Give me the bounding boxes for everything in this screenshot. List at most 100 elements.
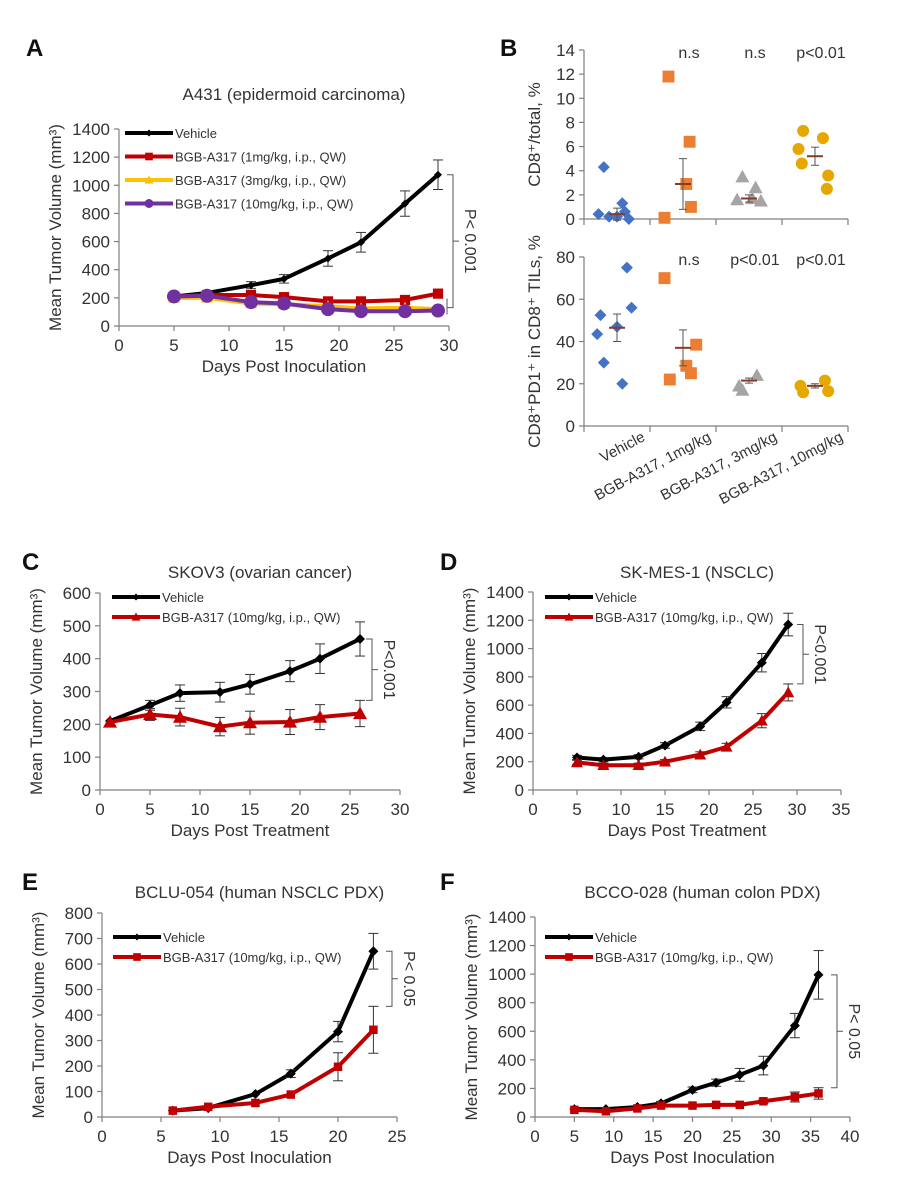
- y-tick-label: 500: [65, 981, 93, 1000]
- significance-label: p<0.01: [796, 45, 845, 62]
- panel-label: B: [500, 35, 517, 62]
- data-point: [658, 272, 671, 285]
- data-point: [730, 192, 745, 206]
- data-point: [797, 386, 810, 399]
- y-tick-label: 1200: [486, 611, 524, 630]
- x-tick-label: 20: [329, 1127, 348, 1146]
- category-label: Vehicle: [597, 429, 648, 467]
- y-tick-label: 14: [556, 41, 575, 60]
- data-point: [795, 157, 808, 170]
- x-axis-label: Days Post Inoculation: [167, 1148, 331, 1167]
- x-tick-label: 20: [683, 1127, 702, 1146]
- significance-label: n.s: [678, 252, 699, 269]
- data-point: [687, 1084, 698, 1095]
- x-tick-label: 25: [341, 800, 360, 819]
- subplot-cd8-total: 0 2 4 6 8 10 12 14 CD8⁺/total, % n.s n.s p<0.01: [525, 41, 849, 229]
- x-tick-label: 0: [528, 800, 537, 819]
- legend-swatch-marker: [132, 593, 140, 601]
- data-point: [633, 751, 644, 762]
- legend-item: BGB-A317 (10mg/kg, i.p., QW): [113, 950, 341, 965]
- legend-swatch-marker: [133, 953, 141, 961]
- significance-label: p<0.01: [730, 252, 779, 269]
- series-bgb-a317-10mg-kg-i-p-qw-: [168, 1005, 379, 1115]
- legend-item: Vehicle: [125, 126, 217, 141]
- x-tick-label: 40: [841, 1127, 860, 1146]
- y-tick-label: 6: [566, 138, 575, 157]
- p-value-label: P<0.001: [380, 640, 397, 700]
- data-point: [620, 261, 633, 274]
- series-line: [172, 1028, 375, 1113]
- legend-swatch-marker: [131, 612, 141, 621]
- series-line: [109, 711, 361, 729]
- series-bgb-a317-10mg-kg-i-p-qw-: [167, 288, 445, 319]
- data-point: [286, 1090, 296, 1099]
- legend-item: BGB-A317 (1mg/kg, i.p., QW): [125, 150, 346, 165]
- legend-label: BGB-A317 (1mg/kg, i.p., QW): [175, 150, 346, 165]
- x-axis-label: Days Post Inoculation: [610, 1148, 774, 1167]
- legend-item: BGB-A317 (10mg/kg, i.p., QW): [125, 197, 353, 212]
- legend-label: Vehicle: [595, 930, 637, 945]
- legend-swatch-marker: [145, 152, 153, 161]
- series-line: [574, 1091, 819, 1114]
- data-point: [285, 666, 295, 677]
- data-point: [735, 169, 750, 183]
- data-point: [632, 759, 645, 771]
- data-point: [721, 697, 732, 708]
- x-tick-label: 10: [612, 800, 631, 819]
- bracket-line: [831, 974, 843, 1089]
- group-2: [730, 169, 768, 207]
- chart-title: BCLU-054 (human NSCLC PDX): [135, 883, 384, 902]
- p-value-label: P< 0.001: [461, 209, 478, 274]
- data-point: [213, 719, 227, 733]
- legend-label: BGB-A317 (10mg/kg, i.p., QW): [595, 610, 773, 625]
- data-point: [145, 700, 155, 711]
- legend-swatch-marker: [564, 612, 574, 621]
- data-point: [200, 288, 214, 303]
- data-point: [432, 288, 444, 299]
- significance-label: n.s: [678, 45, 699, 62]
- y-axis-label: Mean Tumor Volume (mm³): [27, 588, 46, 795]
- data-point: [355, 296, 367, 307]
- x-tick-label: 35: [832, 800, 851, 819]
- legend-swatch-marker: [565, 593, 573, 601]
- x-tick-label: 0: [95, 800, 104, 819]
- data-point: [315, 653, 325, 664]
- y-tick-label: 400: [496, 724, 524, 743]
- data-point: [683, 135, 696, 148]
- data-point: [354, 304, 368, 319]
- data-point: [597, 759, 610, 771]
- data-point: [175, 688, 185, 699]
- data-point: [357, 238, 365, 247]
- y-tick-label: 200: [82, 289, 110, 308]
- y-tick-label: 0: [82, 781, 91, 800]
- data-point: [601, 1107, 611, 1116]
- x-tick-label: 5: [145, 800, 154, 819]
- data-point: [711, 1077, 722, 1088]
- y-axis-label: CD8⁺/total, %: [525, 82, 544, 186]
- data-point: [369, 1025, 378, 1035]
- data-point: [321, 302, 335, 317]
- bracket-line: [366, 638, 378, 701]
- data-point: [215, 687, 225, 698]
- panel-label: D: [440, 549, 457, 576]
- chart-panel-E: E BCLU-054 (human NSCLC PDX)0100200300400…: [22, 869, 417, 1167]
- data-point: [431, 303, 445, 318]
- data-point: [662, 70, 675, 83]
- chart-panel-C: C SKOV3 (ovarian cancer)01002003004005006…: [22, 549, 409, 840]
- data-point: [280, 274, 288, 283]
- legend-label: Vehicle: [162, 590, 204, 605]
- legend-item: BGB-A317 (3mg/kg, i.p., QW): [125, 173, 346, 188]
- data-point: [401, 199, 409, 208]
- data-point: [597, 356, 610, 369]
- significance-label: p<0.01: [796, 252, 845, 269]
- subplot-cd8-pd1: 0 20 40 60 80 CD8⁺PD1⁺ in CD8⁺ TILs, % n.s p<0.…: [525, 235, 849, 448]
- y-tick-label: 200: [65, 1057, 93, 1076]
- data-point: [711, 1100, 721, 1110]
- series-vehicle: [569, 950, 824, 1115]
- legend-swatch-marker: [145, 129, 153, 137]
- data-point: [814, 1089, 823, 1098]
- data-point: [570, 1105, 579, 1115]
- data-point: [168, 1106, 178, 1115]
- data-point: [755, 714, 768, 726]
